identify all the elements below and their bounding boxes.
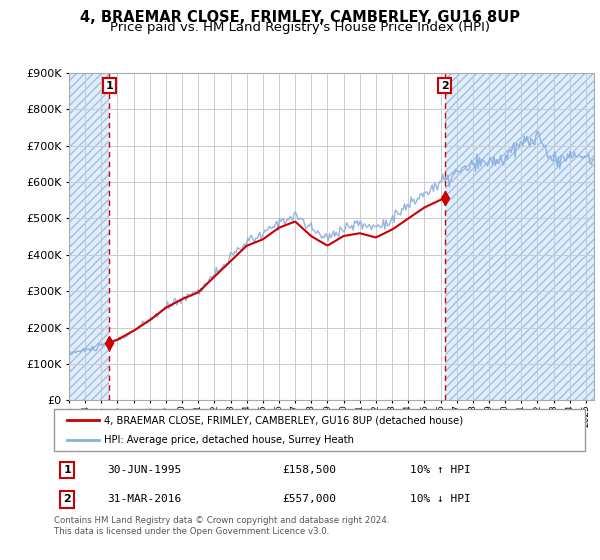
Text: Price paid vs. HM Land Registry's House Price Index (HPI): Price paid vs. HM Land Registry's House … [110, 21, 490, 34]
Text: 10% ↓ HPI: 10% ↓ HPI [410, 494, 470, 505]
Text: 2: 2 [64, 494, 71, 505]
Text: £557,000: £557,000 [283, 494, 337, 505]
Text: 1: 1 [64, 465, 71, 475]
FancyBboxPatch shape [54, 409, 585, 451]
Text: 30-JUN-1995: 30-JUN-1995 [107, 465, 181, 475]
Text: 10% ↑ HPI: 10% ↑ HPI [410, 465, 470, 475]
Bar [69, 73, 109, 400]
Bar [445, 73, 594, 400]
Bar [109, 73, 445, 400]
Text: 4, BRAEMAR CLOSE, FRIMLEY, CAMBERLEY, GU16 8UP (detached house): 4, BRAEMAR CLOSE, FRIMLEY, CAMBERLEY, GU… [104, 415, 464, 425]
Text: £158,500: £158,500 [283, 465, 337, 475]
Text: 1: 1 [106, 81, 113, 91]
Text: 2: 2 [441, 81, 448, 91]
Text: 4, BRAEMAR CLOSE, FRIMLEY, CAMBERLEY, GU16 8UP: 4, BRAEMAR CLOSE, FRIMLEY, CAMBERLEY, GU… [80, 10, 520, 25]
Text: 31-MAR-2016: 31-MAR-2016 [107, 494, 181, 505]
Text: Contains HM Land Registry data © Crown copyright and database right 2024.
This d: Contains HM Land Registry data © Crown c… [54, 516, 389, 536]
Text: HPI: Average price, detached house, Surrey Heath: HPI: Average price, detached house, Surr… [104, 435, 355, 445]
